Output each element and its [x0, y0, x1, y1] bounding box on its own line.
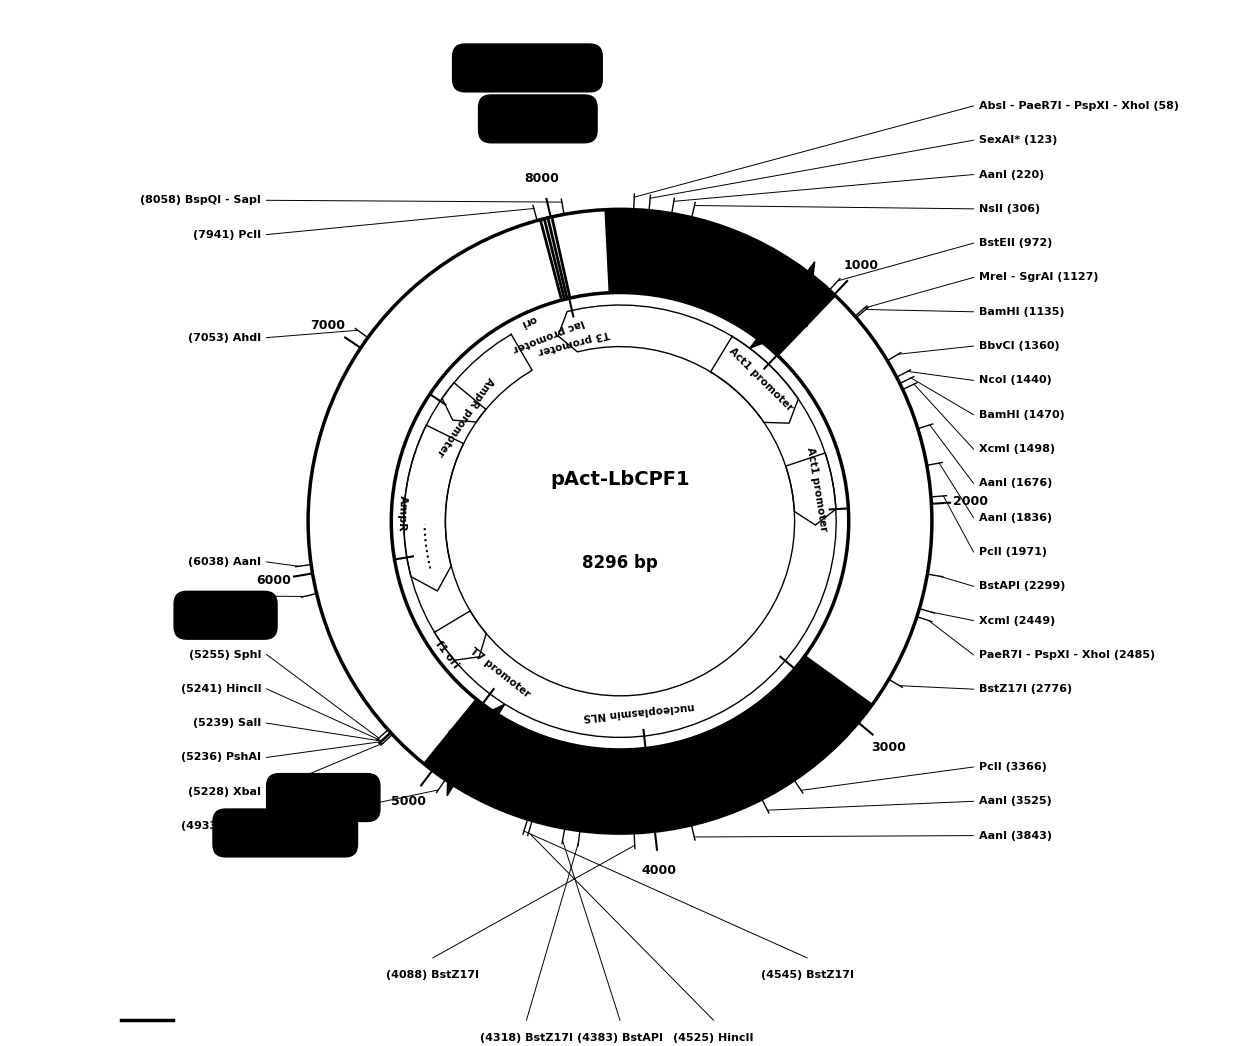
Text: 3000: 3000 [870, 742, 906, 754]
Text: AmpR: AmpR [396, 495, 408, 531]
Text: BstZ17I (2776): BstZ17I (2776) [978, 684, 1071, 695]
Text: (5241) HincII: (5241) HincII [181, 684, 262, 693]
Polygon shape [441, 383, 486, 422]
Text: 6xHis: 6xHis [802, 323, 830, 353]
Polygon shape [750, 262, 815, 348]
Text: PaeR7I - PspXI - XhoI (2485): PaeR7I - PspXI - XhoI (2485) [978, 650, 1154, 660]
Polygon shape [711, 337, 799, 424]
Circle shape [392, 293, 848, 750]
FancyBboxPatch shape [213, 809, 357, 857]
Text: AanI (220): AanI (220) [978, 169, 1044, 180]
Text: BstEII (972): BstEII (972) [978, 238, 1052, 248]
Polygon shape [604, 209, 620, 293]
Text: (4525) HincII: (4525) HincII [673, 1032, 754, 1043]
Text: (5913) DraIII: (5913) DraIII [182, 591, 262, 601]
Text: 4000: 4000 [642, 864, 677, 877]
Text: MreI - SgrAI (1127): MreI - SgrAI (1127) [978, 272, 1099, 282]
Text: f1 ori: f1 ori [434, 639, 460, 670]
Text: NsII (306): NsII (306) [978, 204, 1040, 213]
Text: (4318) BstZ17I: (4318) BstZ17I [480, 1032, 573, 1043]
FancyBboxPatch shape [453, 44, 603, 92]
Text: (4383) BstAPI: (4383) BstAPI [577, 1032, 663, 1043]
FancyBboxPatch shape [479, 95, 598, 142]
Text: 7000: 7000 [310, 319, 346, 333]
Text: (8058) BspQI - SapI: (8058) BspQI - SapI [140, 196, 262, 205]
Polygon shape [434, 611, 486, 660]
Text: BstAPI (2299): BstAPI (2299) [978, 582, 1065, 591]
FancyBboxPatch shape [267, 774, 379, 821]
Text: T3 promoter: T3 promoter [537, 328, 610, 357]
Text: (4545) BstZ17I: (4545) BstZ17I [760, 971, 853, 980]
Text: (5228) XbaI: (5228) XbaI [188, 787, 262, 797]
Polygon shape [786, 453, 836, 525]
Circle shape [308, 209, 932, 833]
Text: nucleoplasmin NLS: nucleoplasmin NLS [583, 701, 694, 722]
Text: 5000: 5000 [391, 795, 427, 809]
Text: PcII (1971): PcII (1971) [978, 547, 1047, 556]
Text: lac promoter: lac promoter [511, 317, 585, 354]
Text: T7 promoter: T7 promoter [469, 646, 532, 700]
Polygon shape [423, 655, 873, 833]
Text: AanI (3843): AanI (3843) [978, 831, 1052, 841]
Text: BamHI (1470): BamHI (1470) [978, 410, 1064, 419]
Text: AanI (3525): AanI (3525) [978, 796, 1052, 806]
Polygon shape [503, 733, 627, 833]
FancyBboxPatch shape [174, 591, 277, 639]
Text: (4933) HincII: (4933) HincII [181, 821, 262, 832]
Text: SexAI* (123): SexAI* (123) [978, 135, 1056, 145]
Text: XcmI (2449): XcmI (2449) [978, 615, 1055, 626]
Text: (5239) SalI: (5239) SalI [193, 719, 262, 728]
Text: ori: ori [520, 313, 538, 328]
Text: BbvCI (1360): BbvCI (1360) [978, 341, 1059, 351]
Text: (5236) PshAI: (5236) PshAI [181, 752, 262, 763]
Text: (5255) SphI: (5255) SphI [188, 650, 262, 660]
Text: AanI (1836): AanI (1836) [978, 513, 1052, 523]
Text: XcmI (1498): XcmI (1498) [978, 444, 1055, 454]
Text: (7941) PcII: (7941) PcII [193, 230, 262, 240]
Polygon shape [448, 704, 505, 796]
Text: 8296 bp: 8296 bp [582, 553, 658, 572]
Text: 8000: 8000 [525, 173, 559, 185]
Text: pAct-LbCPF1: pAct-LbCPF1 [551, 470, 689, 490]
Text: 1000: 1000 [844, 259, 879, 272]
Text: (6038) AanI: (6038) AanI [188, 556, 262, 567]
Polygon shape [404, 305, 836, 737]
Polygon shape [620, 209, 836, 357]
Text: AbsI - PaeR7I - PspXI - XhoI (58): AbsI - PaeR7I - PspXI - XhoI (58) [978, 100, 1179, 111]
Text: (4088) BstZ17I: (4088) BstZ17I [387, 971, 480, 980]
Text: SV40: SV40 [818, 342, 844, 370]
Polygon shape [404, 425, 464, 591]
Text: NLS: NLS [837, 366, 857, 390]
Text: Act1 promoter: Act1 promoter [727, 346, 795, 413]
Text: AanI (1676): AanI (1676) [978, 478, 1052, 488]
Text: 2000: 2000 [954, 495, 988, 508]
Text: BamHI (1135): BamHI (1135) [978, 306, 1064, 317]
Text: 6000: 6000 [257, 573, 291, 587]
Text: PcII (3366): PcII (3366) [978, 761, 1047, 772]
Text: Act1 promoter: Act1 promoter [805, 446, 828, 532]
Text: AmpR promoter: AmpR promoter [435, 374, 496, 457]
Text: (7053) AhdI: (7053) AhdI [188, 333, 262, 343]
Text: NcoI (1440): NcoI (1440) [978, 376, 1052, 385]
